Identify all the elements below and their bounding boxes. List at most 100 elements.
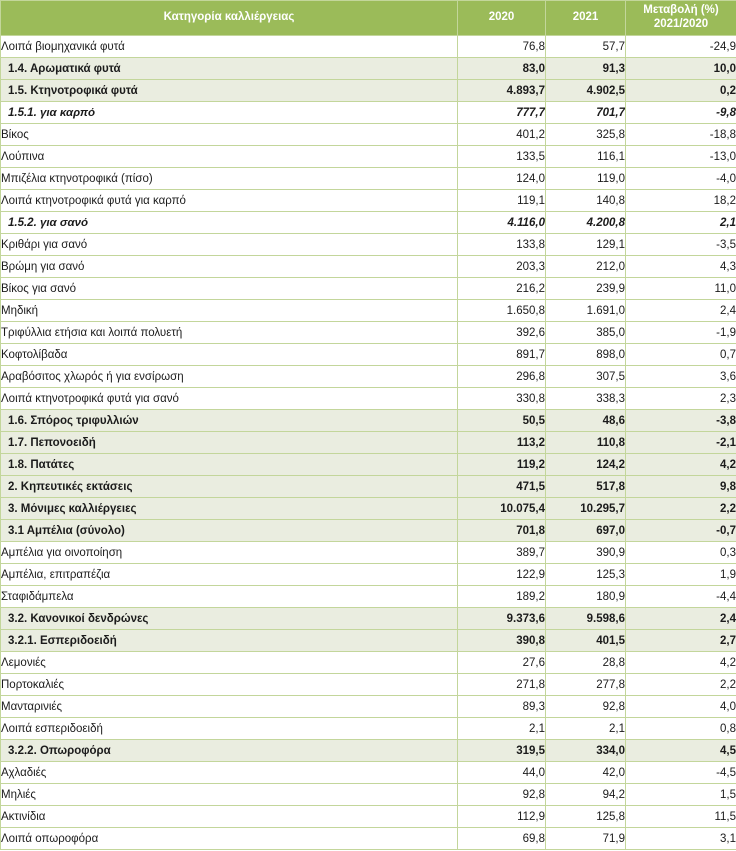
- value-2020-cell: 119,2: [457, 453, 546, 476]
- value-2020-cell: 203,3: [457, 255, 546, 278]
- table-row: Λούπινα 133,5 116,1 -13,0: [0, 145, 736, 168]
- table-row: 1.5. Κτηνοτροφικά φυτά 4.893,7 4.902,5 0,2: [0, 79, 736, 102]
- value-2020-cell: 122,9: [457, 563, 546, 586]
- value-2020-cell: 119,1: [457, 189, 546, 212]
- change-cell: 10,0: [625, 57, 736, 80]
- table-row: Λοιπά οπωροφόρα 69,8 71,9 3,1: [0, 827, 736, 850]
- value-2020-cell: 701,8: [457, 519, 546, 542]
- value-2020-cell: 4.893,7: [457, 79, 546, 102]
- change-cell: -1,9: [625, 321, 736, 344]
- value-2021-cell: 307,5: [545, 365, 626, 388]
- value-2021-cell: 129,1: [545, 233, 626, 256]
- category-cell: Κριθάρι για σανό: [0, 233, 458, 256]
- category-cell: Μπιζέλια κτηνοτροφικά (πίσο): [0, 167, 458, 190]
- category-cell: Βίκος: [0, 123, 458, 146]
- column-header-2021: 2021: [545, 0, 626, 36]
- value-2021-cell: 517,8: [545, 475, 626, 498]
- category-cell: Μηδική: [0, 299, 458, 322]
- category-cell: Αμπέλια για οινοποίηση: [0, 541, 458, 564]
- change-cell: 4,3: [625, 255, 736, 278]
- value-2021-cell: 125,3: [545, 563, 626, 586]
- table-row: 1.7. Πεπονοειδή 113,2 110,8 -2,1: [0, 431, 736, 454]
- category-cell: Μανταρινιές: [0, 695, 458, 718]
- change-cell: 0,7: [625, 343, 736, 366]
- column-header-2020: 2020: [457, 0, 546, 36]
- value-2021-cell: 116,1: [545, 145, 626, 168]
- value-2020-cell: 83,0: [457, 57, 546, 80]
- value-2021-cell: 28,8: [545, 651, 626, 674]
- table-row: Βίκος 401,2 325,8 -18,8: [0, 123, 736, 146]
- value-2020-cell: 10.075,4: [457, 497, 546, 520]
- value-2021-cell: 42,0: [545, 761, 626, 784]
- table-row: Μηλιές 92,8 94,2 1,5: [0, 783, 736, 806]
- value-2020-cell: 2,1: [457, 717, 546, 740]
- value-2021-cell: 71,9: [545, 827, 626, 850]
- value-2021-cell: 57,7: [545, 35, 626, 58]
- category-cell: 3. Μόνιμες καλλιέργειες: [0, 497, 458, 520]
- table-row: Λεμονιές 27,6 28,8 4,2: [0, 651, 736, 674]
- value-2020-cell: 69,8: [457, 827, 546, 850]
- change-cell: 4,2: [625, 453, 736, 476]
- value-2021-cell: 140,8: [545, 189, 626, 212]
- value-2020-cell: 471,5: [457, 475, 546, 498]
- value-2021-cell: 125,8: [545, 805, 626, 828]
- value-2020-cell: 9.373,6: [457, 607, 546, 630]
- category-cell: Ακτινίδια: [0, 805, 458, 828]
- category-cell: Αραβόσιτος χλωρός ή για ενσίρωση: [0, 365, 458, 388]
- change-cell: 1,9: [625, 563, 736, 586]
- value-2020-cell: 296,8: [457, 365, 546, 388]
- column-header-category: Κατηγορία καλλιέργειας: [0, 0, 458, 36]
- category-cell: Βίκος για σανό: [0, 277, 458, 300]
- category-cell: Λούπινα: [0, 145, 458, 168]
- table-row: 3. Μόνιμες καλλιέργειες 10.075,4 10.295,7 2…: [0, 497, 736, 520]
- category-cell: 1.7. Πεπονοειδή: [0, 431, 458, 454]
- change-cell: 4,5: [625, 739, 736, 762]
- table-row: Κριθάρι για σανό 133,8 129,1 -3,5: [0, 233, 736, 256]
- table-row: 1.6. Σπόρος τριφυλλιών 50,5 48,6 -3,8: [0, 409, 736, 432]
- value-2021-cell: 338,3: [545, 387, 626, 410]
- change-cell: 18,2: [625, 189, 736, 212]
- table-row: 1.8. Πατάτες 119,2 124,2 4,2: [0, 453, 736, 476]
- category-cell: 1.5.1. για καρπό: [0, 101, 458, 124]
- value-2021-cell: 701,7: [545, 101, 626, 124]
- category-cell: Πορτοκαλιές: [0, 673, 458, 696]
- table-row: Πορτοκαλιές 271,8 277,8 2,2: [0, 673, 736, 696]
- category-cell: 1.6. Σπόρος τριφυλλιών: [0, 409, 458, 432]
- value-2021-cell: 180,9: [545, 585, 626, 608]
- value-2021-cell: 4.902,5: [545, 79, 626, 102]
- change-cell: -0,7: [625, 519, 736, 542]
- change-cell: -9,8: [625, 101, 736, 124]
- table-row: Μπιζέλια κτηνοτροφικά (πίσο) 124,0 119,0 -4…: [0, 167, 736, 190]
- change-cell: -4,4: [625, 585, 736, 608]
- value-2021-cell: 110,8: [545, 431, 626, 454]
- change-cell: 11,5: [625, 805, 736, 828]
- value-2020-cell: 124,0: [457, 167, 546, 190]
- change-cell: 0,2: [625, 79, 736, 102]
- change-cell: 9,8: [625, 475, 736, 498]
- category-cell: 3.2.1. Εσπεριδοειδή: [0, 629, 458, 652]
- category-cell: 1.4. Αρωματικά φυτά: [0, 57, 458, 80]
- value-2020-cell: 133,8: [457, 233, 546, 256]
- change-cell: 11,0: [625, 277, 736, 300]
- value-2021-cell: 325,8: [545, 123, 626, 146]
- category-cell: 1.8. Πατάτες: [0, 453, 458, 476]
- category-cell: Λοιπά οπωροφόρα: [0, 827, 458, 850]
- change-cell: 0,8: [625, 717, 736, 740]
- value-2020-cell: 216,2: [457, 277, 546, 300]
- value-2021-cell: 390,9: [545, 541, 626, 564]
- change-cell: 2,4: [625, 299, 736, 322]
- table-row: Κοφτολίβαδα 891,7 898,0 0,7: [0, 343, 736, 366]
- change-cell: -13,0: [625, 145, 736, 168]
- table-row: Λοιπά εσπεριδοειδή 2,1 2,1 0,8: [0, 717, 736, 740]
- change-cell: -4,5: [625, 761, 736, 784]
- value-2020-cell: 401,2: [457, 123, 546, 146]
- change-cell: -3,5: [625, 233, 736, 256]
- value-2021-cell: 10.295,7: [545, 497, 626, 520]
- change-cell: 4,2: [625, 651, 736, 674]
- category-cell: 2. Κηπευτικές εκτάσεις: [0, 475, 458, 498]
- table-row: Μανταρινιές 89,3 92,8 4,0: [0, 695, 736, 718]
- table-row: Λοιπά κτηνοτροφικά φυτά για σανό 330,8 338…: [0, 387, 736, 410]
- value-2021-cell: 48,6: [545, 409, 626, 432]
- table-row: Αμπέλια, επιτραπέζια 122,9 125,3 1,9: [0, 563, 736, 586]
